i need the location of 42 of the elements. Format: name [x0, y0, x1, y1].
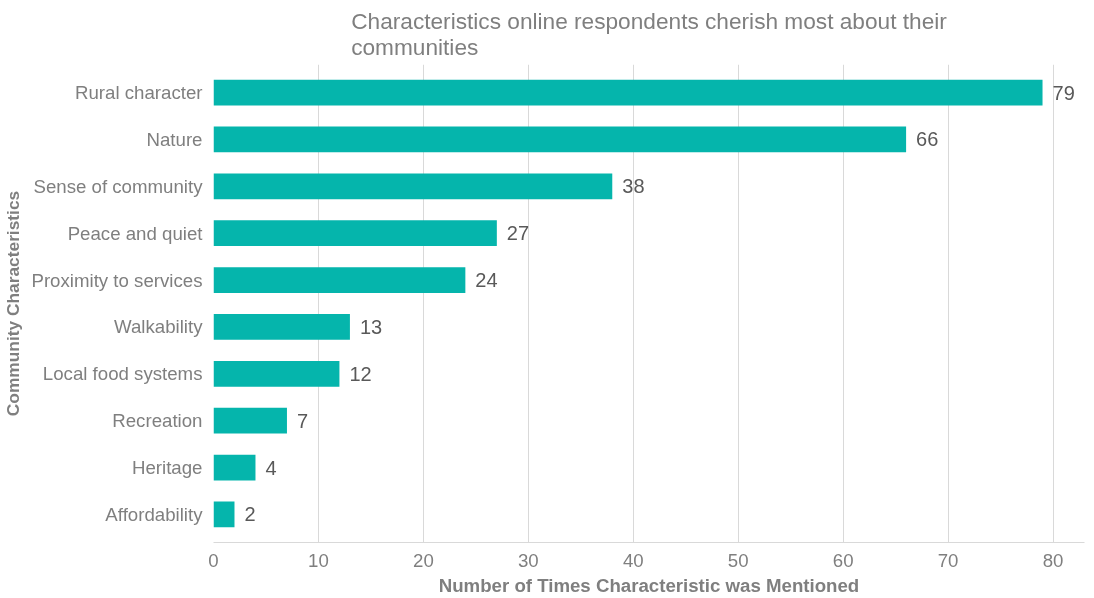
- y-tick-label: Proximity to services: [31, 269, 203, 291]
- y-tick-label: Local food systems: [42, 363, 203, 385]
- y-tick-label: Sense of community: [33, 175, 204, 197]
- y-tick-label: Rural character: [74, 82, 203, 104]
- x-tick-label: 30: [517, 549, 539, 571]
- y-tick-label: Peace and quiet: [67, 222, 204, 244]
- y-tick-label: Walkability: [114, 316, 204, 338]
- x-axis-title: Number of Times Characteristic was Mentioned: [438, 574, 860, 596]
- data-label: 66: [916, 128, 939, 151]
- y-tick-label: Affordability: [105, 503, 204, 525]
- data-label: 27: [506, 222, 530, 245]
- bar: [213, 173, 613, 200]
- data-label: 7: [296, 409, 309, 432]
- bar: [213, 126, 907, 153]
- x-tick-label: 20: [413, 549, 434, 571]
- x-tick-label: 60: [832, 549, 854, 571]
- bar: [213, 314, 350, 340]
- x-tick-label: 70: [937, 549, 959, 571]
- bar: [213, 501, 235, 528]
- x-tick-label: 0: [208, 549, 219, 571]
- y-axis-title: Community Characteristics: [3, 190, 24, 417]
- x-tick-label: 50: [727, 549, 749, 571]
- bar: [213, 360, 340, 387]
- x-tick-label: 40: [622, 549, 644, 571]
- data-label: 13: [359, 315, 383, 338]
- data-label: 12: [349, 362, 372, 385]
- bar: [213, 267, 466, 293]
- bar: [213, 79, 1043, 106]
- bar: [213, 220, 497, 247]
- bar: [213, 407, 287, 434]
- y-tick-label: Recreation: [112, 410, 203, 432]
- data-label: 2: [244, 503, 256, 526]
- x-tick-label: 10: [308, 549, 329, 571]
- bar: [213, 454, 256, 481]
- data-label: 79: [1052, 81, 1075, 104]
- data-label: 4: [265, 456, 277, 479]
- data-label: 38: [622, 175, 645, 198]
- x-tick-label: 80: [1042, 549, 1064, 571]
- data-label: 24: [475, 269, 498, 292]
- y-tick-label: Nature: [146, 128, 203, 150]
- y-tick-label: Heritage: [131, 457, 203, 479]
- chart-title: Characteristics online respondents cherish most about their communities: [351, 7, 948, 60]
